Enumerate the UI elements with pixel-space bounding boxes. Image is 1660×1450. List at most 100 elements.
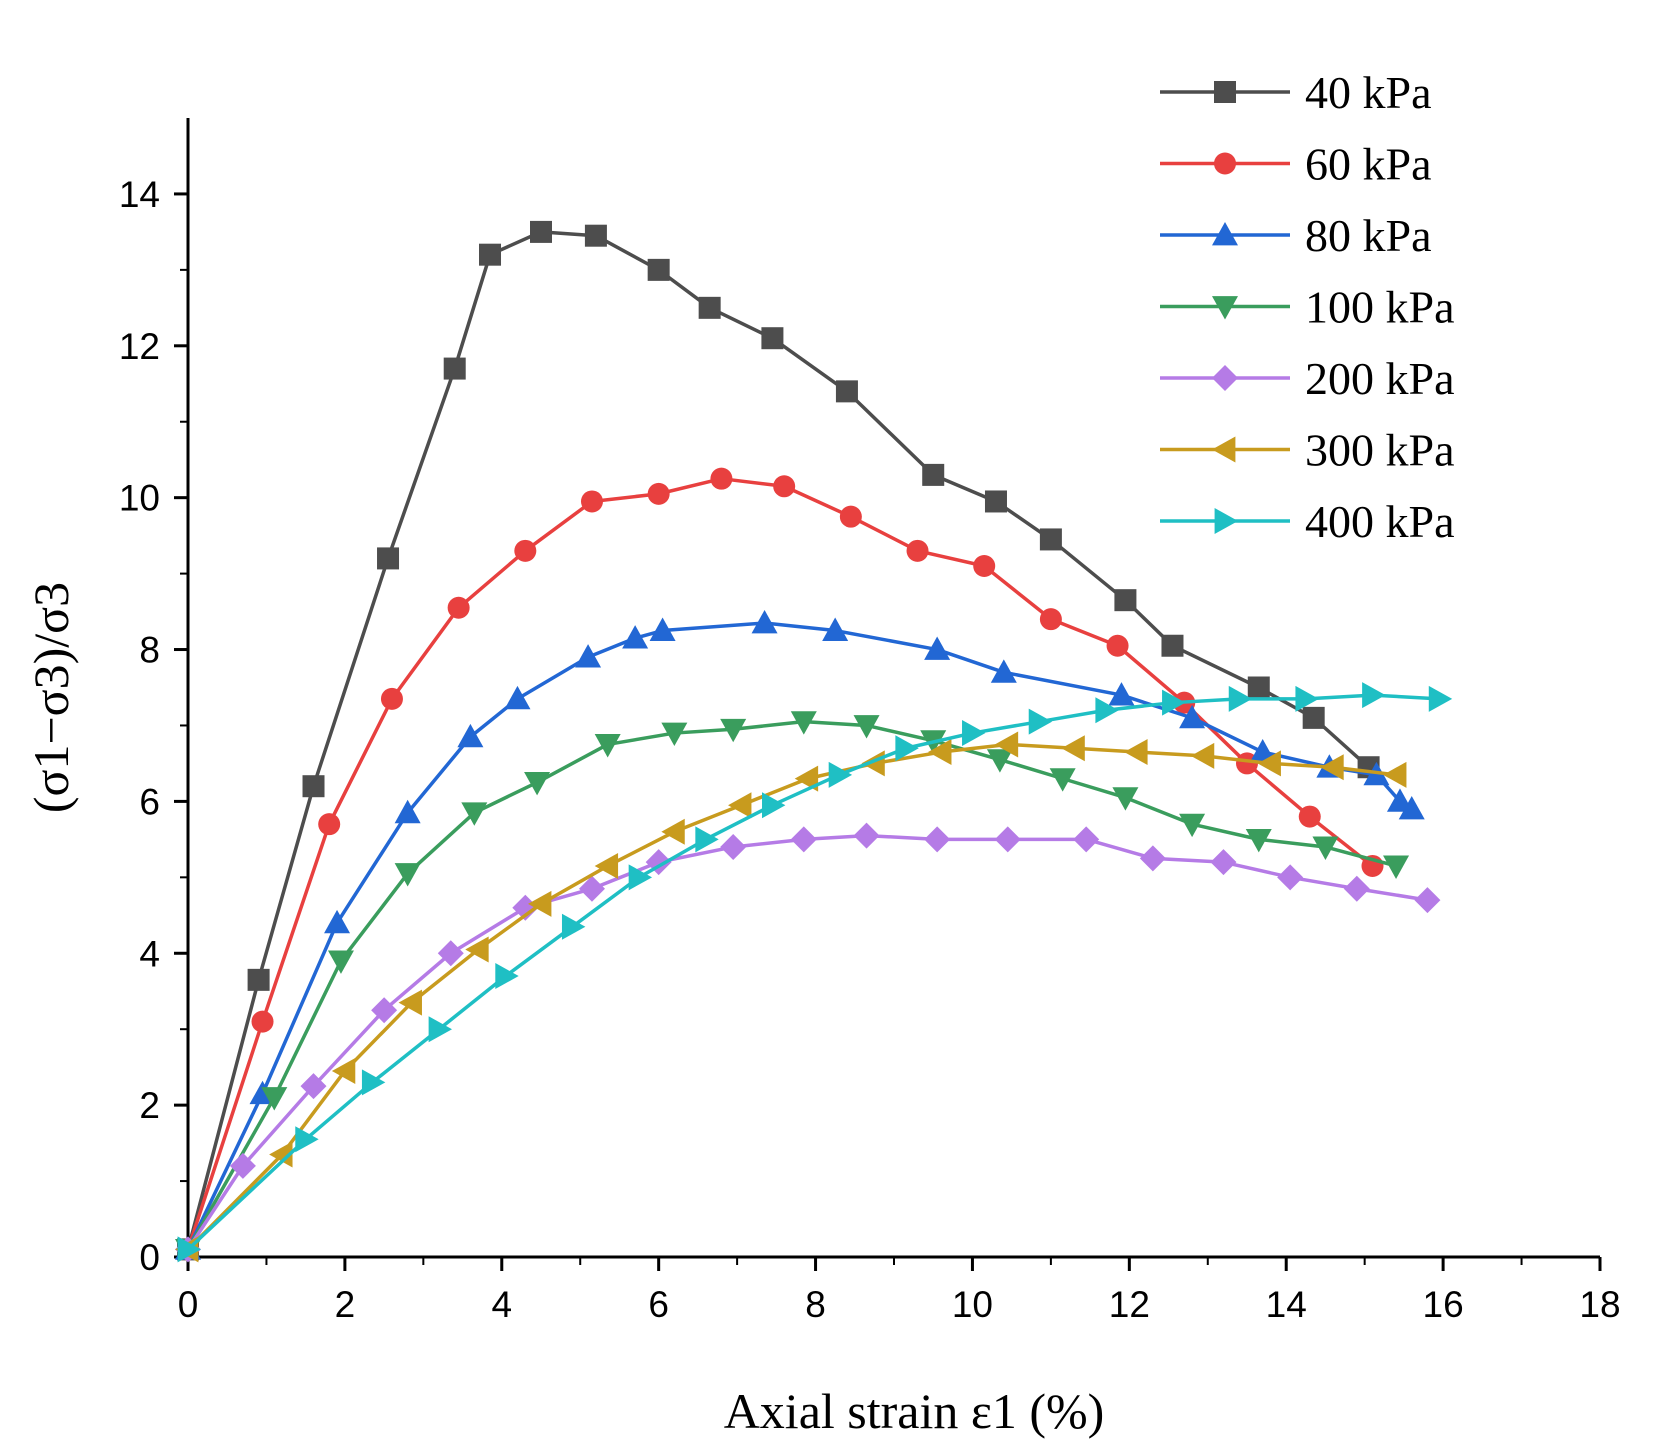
data-point <box>647 482 670 505</box>
data-point <box>922 463 945 486</box>
data-point <box>524 772 551 796</box>
data-point <box>994 826 1021 853</box>
legend-label: 40 kPa <box>1305 67 1432 118</box>
legend-marker <box>1212 222 1238 246</box>
legend-marker <box>1212 365 1238 391</box>
data-point <box>1362 682 1386 709</box>
series-200-kpa <box>175 822 1441 1263</box>
series-line <box>186 476 1374 1250</box>
y-tick-label: 12 <box>119 326 160 367</box>
x-tick-label: 12 <box>1109 1284 1150 1325</box>
series-400-kpa <box>177 682 1453 1263</box>
series-line <box>186 230 1370 1250</box>
data-point <box>839 505 862 528</box>
legend-marker <box>1214 81 1236 103</box>
data-point <box>327 950 354 974</box>
data-point <box>443 357 466 380</box>
legend-item: 40 kPa <box>1160 67 1432 118</box>
data-point <box>380 687 403 710</box>
data-point <box>661 818 685 845</box>
data-point <box>994 731 1019 758</box>
data-point <box>1320 754 1344 781</box>
axis-ticks: 0 2 4 6 8 10 12 14 16 18 0 2 4 6 8 10 12 14 <box>119 174 1621 1325</box>
data-point <box>962 720 986 747</box>
data-point <box>1277 864 1304 891</box>
legend-label: 100 kPa <box>1305 282 1455 333</box>
data-point <box>710 467 733 490</box>
x-tick-label: 0 <box>178 1284 199 1325</box>
data-point <box>1179 704 1206 729</box>
data-point <box>177 1236 201 1263</box>
data-point <box>984 490 1007 513</box>
data-point <box>1124 739 1148 766</box>
data-point <box>728 792 752 819</box>
series-60-kpa <box>177 467 1384 1261</box>
x-tick-label: 8 <box>805 1284 826 1325</box>
data-point <box>465 936 489 963</box>
data-point <box>695 826 719 853</box>
legend: 40 kPa 60 kPa 80 kPa 100 kPa 200 kPa 300 kPa 4… <box>1160 67 1455 547</box>
data-point <box>1245 828 1272 853</box>
y-tick-label: 8 <box>139 630 160 671</box>
data-point <box>594 734 621 758</box>
data-point <box>394 863 421 887</box>
legend-item: 60 kPa <box>1160 139 1432 190</box>
x-tick-label: 14 <box>1266 1284 1307 1325</box>
data-point <box>530 220 552 243</box>
data-point <box>1112 787 1139 811</box>
data-point <box>1190 742 1215 769</box>
data-point <box>720 718 747 743</box>
legend-item: 200 kPa <box>1160 353 1455 404</box>
y-axis-title: (σ1−σ3)/σ3 <box>23 582 79 813</box>
data-point <box>1414 887 1441 914</box>
data-point <box>428 1016 453 1043</box>
data-point <box>1383 761 1407 788</box>
legend-label: 300 kPa <box>1305 425 1455 476</box>
data-point <box>247 968 270 991</box>
data-point <box>300 1073 327 1100</box>
data-point <box>790 826 817 853</box>
data-point <box>622 625 649 649</box>
legend-item: 300 kPa <box>1160 425 1455 476</box>
data-point <box>698 296 721 319</box>
data-point <box>1228 685 1253 712</box>
data-point <box>1049 768 1076 792</box>
data-point <box>261 1087 288 1111</box>
legend-marker <box>1214 152 1236 175</box>
legend-marker <box>1214 508 1238 534</box>
series-100-kpa <box>175 711 1410 1263</box>
data-point <box>295 1126 319 1153</box>
data-point <box>1039 608 1062 631</box>
data-point <box>229 1152 256 1179</box>
series-line <box>186 719 1397 1251</box>
data-point <box>1398 795 1425 820</box>
data-point <box>528 890 552 917</box>
data-point <box>1095 697 1119 724</box>
data-point <box>575 644 602 668</box>
data-point <box>302 775 325 798</box>
data-point <box>861 750 885 777</box>
data-point <box>973 555 996 578</box>
legend-item: 100 kPa <box>1160 282 1455 333</box>
y-tick-label: 4 <box>139 933 160 974</box>
data-point <box>1161 634 1184 657</box>
legend-marker <box>1212 436 1236 463</box>
data-point <box>761 327 784 350</box>
data-point <box>773 475 796 498</box>
x-tick-label: 2 <box>335 1284 356 1325</box>
data-point <box>512 894 539 921</box>
legend-label: 80 kPa <box>1305 210 1432 261</box>
data-point <box>578 875 605 902</box>
data-point <box>1108 682 1135 706</box>
data-point <box>1073 826 1100 853</box>
data-point <box>924 636 951 660</box>
data-point <box>1249 739 1276 763</box>
data-point <box>906 539 929 562</box>
data-point <box>361 1069 386 1096</box>
data-point <box>479 243 502 266</box>
data-point <box>661 722 688 747</box>
data-point <box>1039 528 1062 551</box>
data-point <box>251 1010 274 1033</box>
data-point <box>1295 685 1319 712</box>
data-point <box>924 826 951 853</box>
